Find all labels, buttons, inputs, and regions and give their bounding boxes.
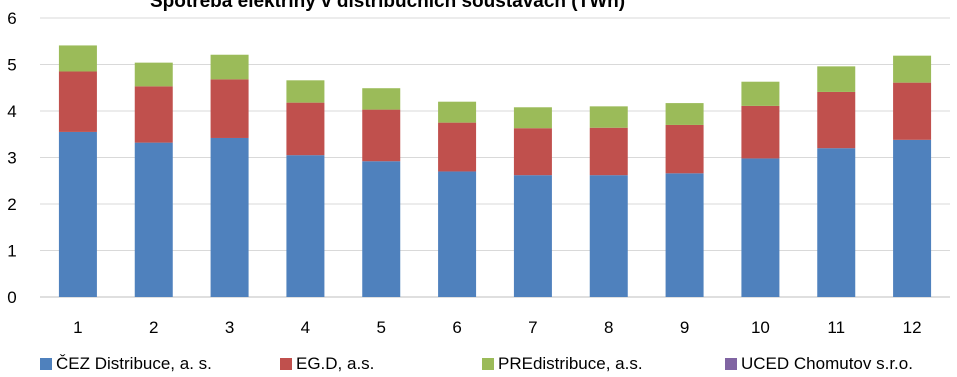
y-tick-label: 1 [7,242,16,261]
bar-segment-2 [134,86,173,143]
x-tick-label: 7 [528,318,537,337]
y-tick-label: 2 [7,195,16,214]
bar-segment-3 [362,88,401,110]
bars [58,45,932,297]
bar-segment-2 [817,91,856,149]
legend-swatch-egd [280,358,292,370]
legend-item-uced: UCED Chomutov s.r.o. [725,354,913,374]
x-tick-label: 10 [751,318,770,337]
bar-segment-1 [286,155,325,297]
bar-segment-2 [58,71,97,132]
bar-segment-2 [210,79,249,138]
bar-segment-1 [741,158,780,297]
chart-title: Spotřeba elektřiny v distribučních soust… [150,0,626,12]
bar-segment-2 [513,128,552,176]
y-tick-label: 4 [7,102,16,121]
bar-segment-1 [58,131,97,297]
legend-item-predistribuce: PREdistribuce, a.s. [482,354,725,374]
bar-segment-1 [513,175,552,297]
bar-segment-1 [589,175,628,297]
y-tick-label: 6 [7,9,16,28]
bar-segment-2 [589,127,628,176]
legend-label-egd: EG.D, a.s. [296,354,375,373]
legend-label-uced: UCED Chomutov s.r.o. [741,354,913,373]
x-tick-label: 12 [903,318,922,337]
bar-segment-3 [513,107,552,129]
bar-segment-3 [893,55,932,83]
bar-segment-1 [893,139,932,297]
legend-swatch-uced [725,358,737,370]
x-tick-label: 3 [225,318,234,337]
bar-segment-3 [665,103,704,125]
x-tick-label: 2 [149,318,158,337]
legend-label-predistribuce: PREdistribuce, a.s. [498,354,643,373]
x-tick-label: 5 [377,318,386,337]
bar-segment-3 [589,106,628,128]
bar-segment-3 [286,80,325,103]
bar-segment-2 [665,124,704,174]
x-tick-label: 8 [604,318,613,337]
y-tick-label: 0 [7,288,16,307]
legend-item-egd: EG.D, a.s. [280,354,482,374]
x-tick-label: 6 [452,318,461,337]
bar-segment-1 [665,173,704,297]
bar-segment-1 [134,142,173,297]
bar-segment-2 [893,82,932,140]
x-tick-label: 1 [73,318,82,337]
legend: ČEZ Distribuce, a. s. EG.D, a.s. PREdist… [40,352,950,376]
bar-segment-3 [210,54,249,80]
x-tick-label: 11 [827,318,845,337]
bar-segment-3 [58,45,97,72]
bar-segment-1 [210,137,249,297]
legend-label-cez: ČEZ Distribuce, a. s. [56,354,212,373]
bar-segment-1 [817,148,856,297]
bar-segment-2 [741,105,780,159]
x-tick-label: 9 [680,318,689,337]
x-tick-label: 4 [301,318,310,337]
bar-segment-2 [286,102,325,156]
bar-segment-1 [362,161,401,297]
bar-segment-2 [438,122,477,172]
y-tick-label: 3 [7,149,16,168]
legend-item-cez: ČEZ Distribuce, a. s. [40,354,280,374]
y-tick-label: 5 [7,56,16,75]
gridlines [40,17,950,251]
bar-segment-3 [741,81,780,106]
legend-swatch-predistribuce [482,358,494,370]
bar-segment-1 [438,171,477,297]
bar-segment-3 [817,66,856,92]
bar-segment-2 [362,109,401,162]
legend-swatch-cez [40,358,52,370]
bar-segment-3 [438,101,477,123]
bar-segment-3 [134,62,173,87]
